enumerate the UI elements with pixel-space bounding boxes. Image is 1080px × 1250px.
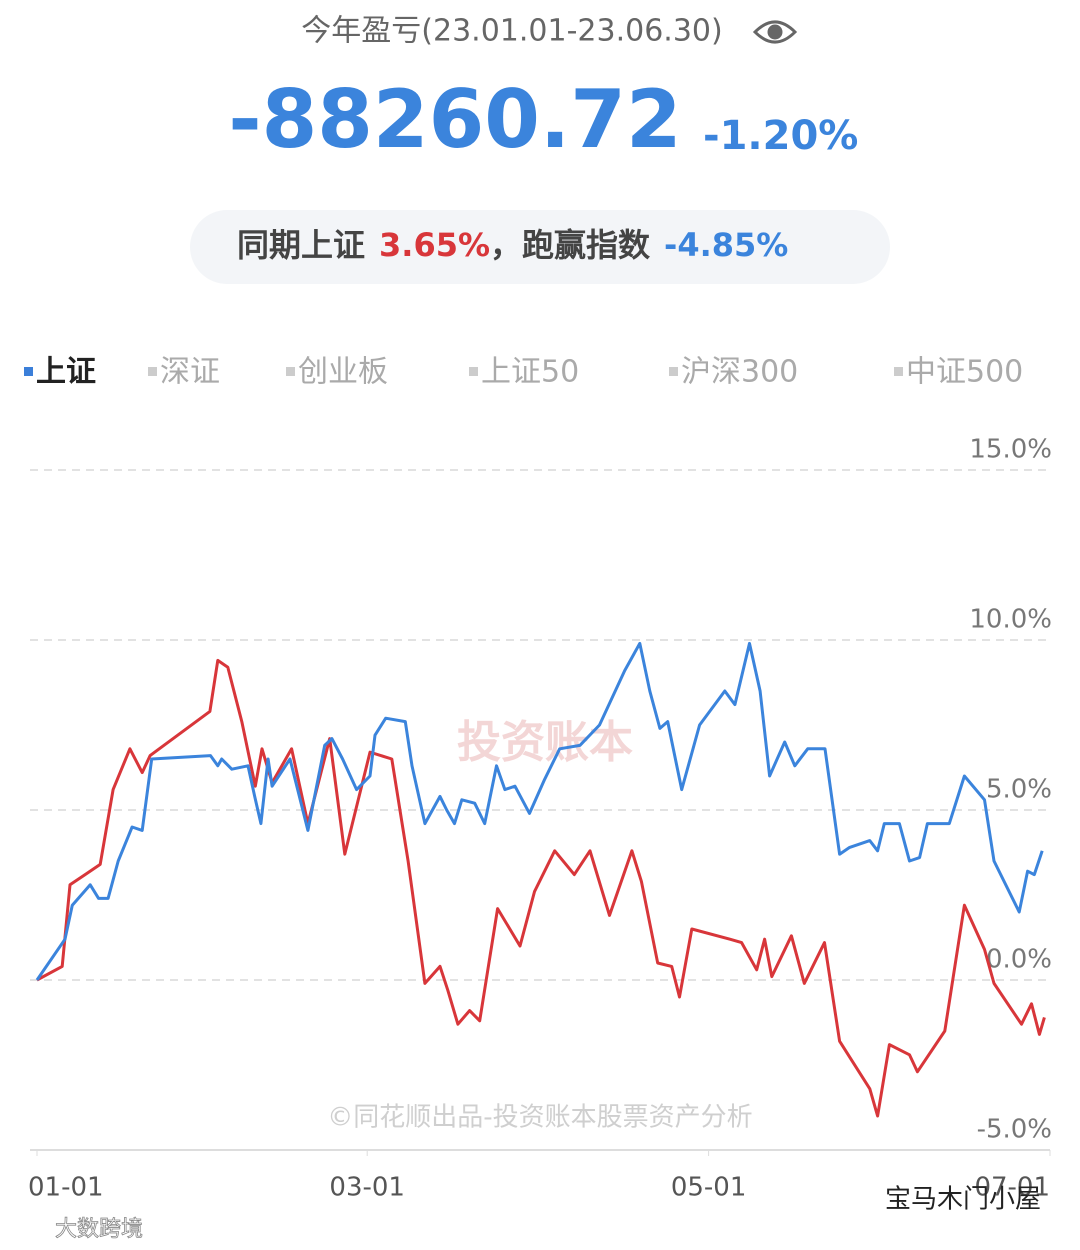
legend-swatch	[286, 367, 295, 376]
series-line	[36, 658, 1046, 1118]
beat-label: ，跑赢指数	[490, 226, 651, 264]
legend-label[interactable]: 中证500	[906, 355, 1023, 390]
legend-label[interactable]: 创业板	[298, 355, 388, 390]
x-tick-label: 05-01	[671, 1173, 747, 1203]
x-tick-label: 03-01	[329, 1173, 405, 1203]
plot: 15.0% 10.0% 5.0% 0.0% -5.0% 01-01 03-01 05-01 07…	[28, 435, 1052, 1203]
series-line	[35, 641, 1044, 981]
x-tick-label: 01-01	[28, 1173, 104, 1203]
legend-label[interactable]: 上证	[36, 355, 96, 390]
legend-swatch	[894, 367, 903, 376]
period-title: 今年盈亏(23.01.01-23.06.30)	[301, 14, 722, 49]
y-tick-label: 5.0%	[986, 775, 1052, 805]
logo-watermark: 投资账本	[457, 717, 633, 768]
y-tick-label: 10.0%	[969, 605, 1052, 635]
y-tick-label: 0.0%	[986, 945, 1052, 975]
legend-swatch	[669, 367, 678, 376]
profit-amount: -88260.72	[228, 73, 681, 166]
y-tick-label: -5.0%	[977, 1115, 1052, 1145]
compare-pill	[190, 210, 890, 284]
y-tick-label: 15.0%	[969, 435, 1052, 465]
legend-label[interactable]: 深证	[160, 355, 220, 390]
legend-label[interactable]: 上证50	[481, 355, 579, 390]
credit-watermark: ©同花顺出品-投资账本股票资产分析	[327, 1103, 752, 1133]
compare-text: 同期上证 3.65%，跑赢指数 -4.85%	[237, 226, 788, 264]
beat-pct: -4.85%	[664, 226, 788, 264]
corner-watermark-right: 宝马木门小屋	[885, 1185, 1041, 1215]
corner-watermark-left: 大数跨境	[55, 1217, 143, 1242]
eye-icon[interactable]	[752, 20, 798, 44]
x-tick-label: 07-01	[974, 1173, 1050, 1203]
legend-label[interactable]: 沪深300	[681, 355, 798, 390]
legend-swatch	[148, 367, 157, 376]
compare-label: 同期上证	[237, 226, 365, 264]
profit-percent: -1.20%	[703, 113, 858, 159]
legend: 上证 深证 创业板 上证50 沪深300 中证500	[24, 355, 1023, 390]
legend-swatch	[24, 367, 33, 376]
index-pct: 3.65%	[379, 226, 490, 264]
legend-swatch	[469, 367, 478, 376]
